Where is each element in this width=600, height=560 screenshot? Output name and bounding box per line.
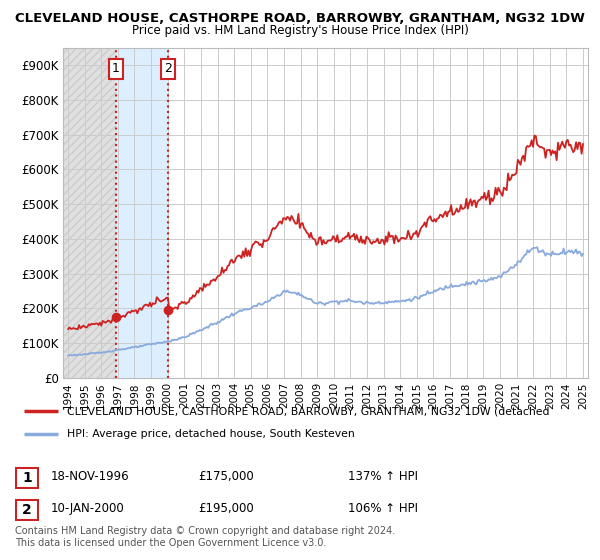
Text: Contains HM Land Registry data © Crown copyright and database right 2024.
This d: Contains HM Land Registry data © Crown c… (15, 526, 395, 548)
Text: Price paid vs. HM Land Registry's House Price Index (HPI): Price paid vs. HM Land Registry's House … (131, 24, 469, 37)
Text: 1: 1 (22, 470, 32, 484)
FancyBboxPatch shape (16, 468, 38, 488)
Text: 10-JAN-2000: 10-JAN-2000 (51, 502, 125, 515)
Text: CLEVELAND HOUSE, CASTHORPE ROAD, BARROWBY, GRANTHAM, NG32 1DW: CLEVELAND HOUSE, CASTHORPE ROAD, BARROWB… (15, 12, 585, 25)
Text: 2: 2 (164, 63, 172, 76)
Text: 1: 1 (112, 63, 120, 76)
FancyBboxPatch shape (16, 500, 38, 520)
Bar (63, 48, 116, 378)
Text: CLEVELAND HOUSE, CASTHORPE ROAD, BARROWBY, GRANTHAM, NG32 1DW (detached: CLEVELAND HOUSE, CASTHORPE ROAD, BARROWB… (67, 406, 550, 416)
Text: £175,000: £175,000 (198, 470, 254, 483)
Text: 137% ↑ HPI: 137% ↑ HPI (348, 470, 418, 483)
Text: HPI: Average price, detached house, South Kesteven: HPI: Average price, detached house, Sout… (67, 430, 355, 440)
Bar (116, 48, 168, 378)
Text: 2: 2 (22, 503, 32, 516)
Text: 106% ↑ HPI: 106% ↑ HPI (348, 502, 418, 515)
Text: 18-NOV-1996: 18-NOV-1996 (51, 470, 130, 483)
Text: £195,000: £195,000 (198, 502, 254, 515)
